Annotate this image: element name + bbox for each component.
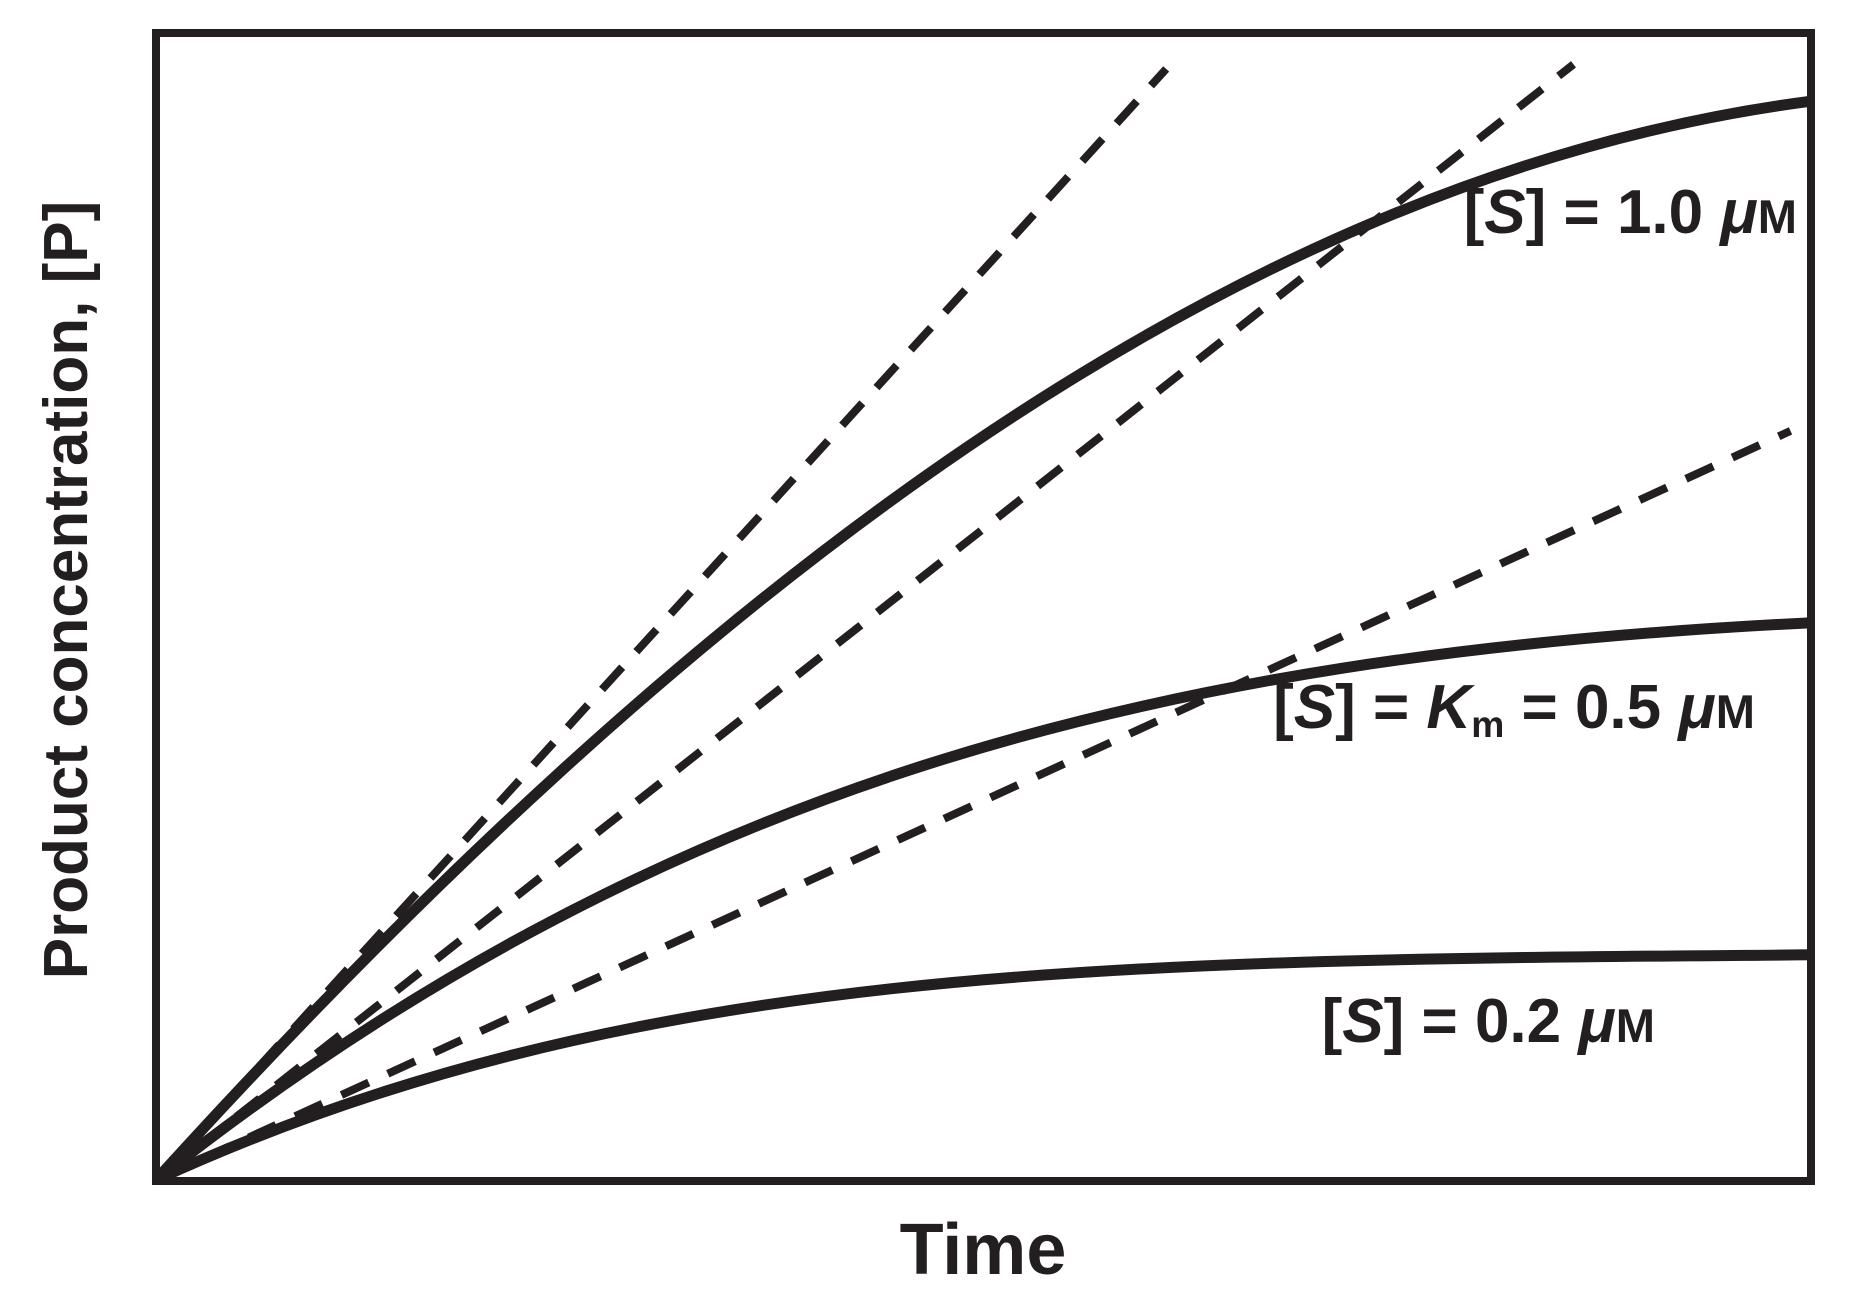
micro-symbol: μ (1578, 987, 1616, 1056)
curve-label-low-substrate: [S] = 0.2 μM (1322, 986, 1655, 1062)
micro-symbol: μ (1720, 178, 1758, 247)
molar-unit: M (1715, 685, 1755, 738)
substrate-symbol: S (1293, 673, 1336, 742)
initial-velocity-tangent-low (154, 427, 1793, 1184)
label-text: = 0.5 (1504, 673, 1679, 742)
y-axis-label: Product concentration, [P] (32, 200, 101, 980)
plot-frame (152, 29, 1815, 1185)
substrate-symbol: S (1484, 178, 1526, 247)
progress-curve-km-substrate (152, 617, 1813, 1185)
bracket: [ (1273, 673, 1294, 742)
km-subscript: m (1471, 702, 1505, 745)
curve-label-high-substrate: [S] = 1.0 μM (1464, 177, 1797, 253)
initial-velocity-tangent-high (153, 66, 1170, 1183)
molar-unit: M (1757, 190, 1797, 243)
micro-symbol: μ (1678, 673, 1716, 742)
progress-curve-low-substrate (153, 949, 1813, 1185)
molar-unit: M (1615, 999, 1655, 1052)
km-symbol: K (1426, 673, 1472, 742)
label-text: ] = (1335, 673, 1427, 742)
bracket: [ (1321, 987, 1343, 1056)
substrate-symbol: S (1342, 987, 1384, 1056)
label-text: ] = 1.0 (1525, 178, 1721, 247)
label-text: ] = 0.2 (1383, 987, 1579, 1056)
curve-label-km-substrate: [S] = Km = 0.5 μM (1273, 672, 1755, 760)
initial-velocity-tangent-km (153, 61, 1576, 1184)
progress-curve-high-substrate (151, 95, 1813, 1184)
x-axis-label: Time (899, 1210, 1067, 1290)
bracket: [ (1463, 178, 1485, 247)
